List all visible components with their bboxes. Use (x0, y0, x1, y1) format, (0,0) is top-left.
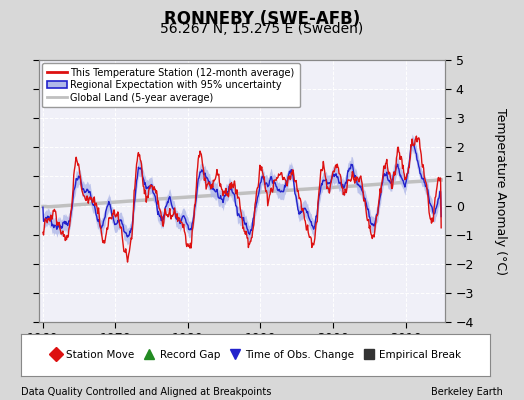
Text: Berkeley Earth: Berkeley Earth (431, 387, 503, 397)
Y-axis label: Temperature Anomaly (°C): Temperature Anomaly (°C) (494, 108, 507, 274)
Text: RONNEBY (SWE-AFB): RONNEBY (SWE-AFB) (164, 10, 360, 28)
Text: 56.267 N, 15.275 E (Sweden): 56.267 N, 15.275 E (Sweden) (160, 22, 364, 36)
Legend: This Temperature Station (12-month average), Regional Expectation with 95% uncer: This Temperature Station (12-month avera… (42, 63, 300, 108)
Text: Data Quality Controlled and Aligned at Breakpoints: Data Quality Controlled and Aligned at B… (21, 387, 271, 397)
Legend: Station Move, Record Gap, Time of Obs. Change, Empirical Break: Station Move, Record Gap, Time of Obs. C… (46, 346, 465, 364)
